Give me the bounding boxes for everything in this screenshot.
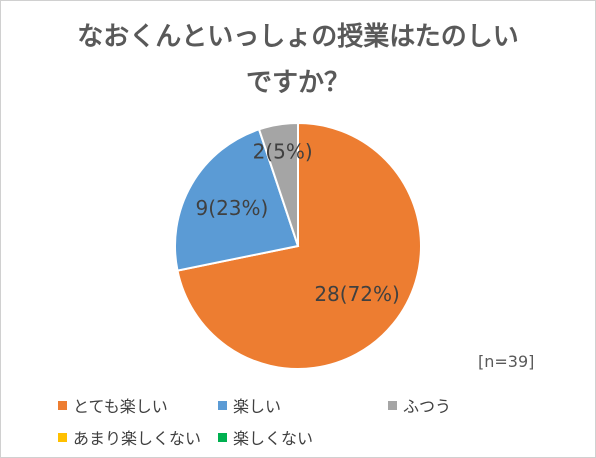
- legend-label: 楽しい: [233, 397, 282, 416]
- legend-label: 楽しくない: [233, 429, 314, 448]
- pie-slice-2: [257, 121, 299, 247]
- chart-title-line1: なおくんといっしょの授業はたのしい: [77, 22, 519, 52]
- legend-swatch: [58, 400, 67, 410]
- legend-swatch: [218, 400, 227, 410]
- legend-swatch: [218, 432, 227, 442]
- sample-size-label: [n=39]: [478, 352, 535, 371]
- legend-swatch: [58, 432, 67, 442]
- legend-item-0: とても楽しい: [58, 393, 168, 417]
- legend-label: とても楽しい: [73, 397, 168, 416]
- legend-item-3: あまり楽しくない: [58, 425, 201, 449]
- legend-item-1: 楽しい: [218, 393, 281, 417]
- legend-swatch: [388, 400, 397, 410]
- legend-label: ふつう: [403, 397, 452, 416]
- data-label-2: 2(5%): [253, 139, 313, 163]
- legend-label: あまり楽しくない: [73, 429, 202, 448]
- chart-title-line2: ですか？: [245, 68, 350, 98]
- legend-item-2: ふつう: [388, 393, 451, 417]
- pie-slice-0: [176, 121, 422, 370]
- pie-slice-1: [174, 128, 300, 272]
- legend-item-4: 楽しくない: [218, 425, 313, 449]
- data-label-1: 9(23%): [196, 196, 269, 220]
- data-label-0: 28(72%): [314, 282, 400, 306]
